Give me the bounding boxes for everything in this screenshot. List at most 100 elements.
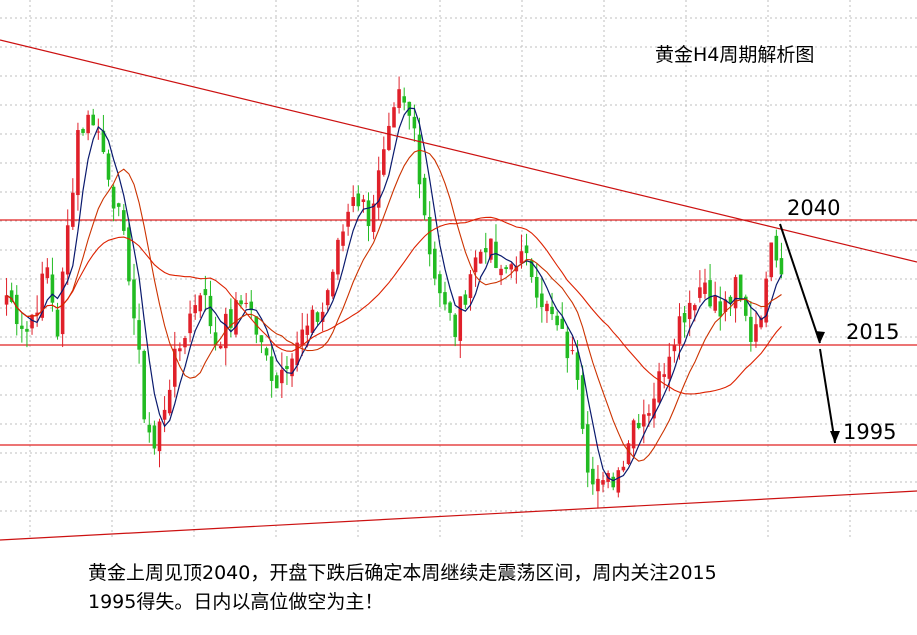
candle-body (652, 398, 656, 419)
candle-body (55, 309, 60, 337)
candle-body (422, 177, 427, 216)
moving-average-3 (6, 216, 782, 395)
candle-body (137, 320, 141, 350)
candle-body (162, 409, 167, 420)
candle-body (494, 241, 498, 268)
candle-body (733, 277, 738, 309)
candle-body (310, 309, 315, 333)
candle-body (147, 424, 152, 433)
candle-body (397, 89, 401, 108)
candle-body (698, 287, 702, 298)
candle-body (636, 422, 641, 429)
candle-body (621, 466, 626, 471)
candle-body (259, 335, 264, 343)
candle-body (438, 274, 442, 294)
candle-body (35, 312, 39, 316)
candle-body (718, 301, 723, 317)
candle-body (91, 114, 95, 126)
candle-body (183, 338, 187, 348)
candle-body (529, 260, 534, 278)
candle-body (524, 245, 529, 254)
candle-body (708, 280, 712, 307)
candle-body (555, 315, 559, 326)
candle-body (366, 200, 371, 227)
candle-body (320, 311, 325, 322)
candle-body (295, 342, 299, 366)
moving-average-1 (6, 107, 783, 482)
candle-body (779, 258, 784, 275)
forecast-arrow-2 (819, 348, 836, 444)
candle-body (356, 193, 361, 207)
candle-body (60, 271, 65, 335)
candle-body (14, 294, 19, 325)
candle-body (25, 328, 29, 332)
candle-body (81, 129, 85, 133)
candle-body (106, 153, 111, 180)
level-label-2040: 2040 (787, 196, 841, 220)
candle-body (667, 356, 672, 379)
candle-body (412, 116, 417, 129)
candle-body (738, 274, 743, 299)
candle-body (591, 468, 595, 485)
candle-body (20, 325, 24, 329)
candle-body (468, 274, 473, 299)
candle-body (244, 302, 248, 304)
candle-body (336, 239, 340, 275)
candle-body (157, 421, 162, 452)
candle-body (550, 306, 554, 315)
candle-body (402, 96, 406, 103)
candle-body (713, 295, 717, 311)
candle-body (611, 476, 615, 488)
candle-body (458, 296, 463, 341)
candle-body (463, 294, 468, 305)
candle-body (769, 242, 774, 278)
candle-body (269, 356, 274, 381)
candle-body (601, 480, 605, 485)
candle-body (723, 299, 728, 312)
candle-body (280, 369, 284, 384)
candle-body (203, 289, 208, 296)
candle-body (764, 278, 768, 323)
forecast-arrowhead-1 (815, 331, 825, 343)
candle-body (188, 313, 192, 334)
candle-body (50, 274, 55, 303)
lower-trendline (0, 490, 917, 541)
candle-body (514, 266, 519, 272)
candle-body (519, 251, 524, 264)
candle-body (545, 303, 549, 312)
candle-body (86, 114, 90, 134)
candle-body (448, 302, 452, 313)
analysis-note: 黄金上周见顶2040，开盘下跌后确定本周继续走震荡区间，周内关注2015 199… (88, 559, 888, 617)
candle-body (127, 227, 131, 282)
candle-body (264, 348, 269, 356)
candle-body (754, 324, 758, 342)
candle-body (703, 282, 707, 294)
candle-body (565, 331, 570, 359)
candle-body (325, 290, 330, 306)
candle-body (101, 130, 106, 153)
candle-body (76, 130, 80, 196)
candle-body (509, 264, 514, 270)
candle-body (208, 295, 213, 327)
candle-body (687, 302, 692, 320)
candle-body (274, 375, 279, 389)
candle-body (672, 344, 677, 352)
candle-body (596, 478, 600, 492)
candle-body (540, 293, 544, 308)
candle-body (376, 170, 381, 208)
level-label-1995: 1995 (843, 420, 897, 444)
candle-body (234, 300, 238, 335)
candle-body (382, 149, 386, 175)
candle-body (427, 216, 432, 255)
candle-body (570, 350, 575, 352)
candle-body (580, 375, 585, 429)
candle-body (249, 301, 254, 311)
candle-body (218, 345, 223, 349)
analysis-note-line-1: 黄金上周见顶2040，开盘下跌后确定本周继续走震荡区间，周内关注2015 (88, 562, 717, 584)
candle-body (65, 225, 70, 275)
candle-body (682, 312, 687, 323)
candle-body (290, 358, 294, 377)
candle-body (473, 257, 478, 273)
candle-body (116, 203, 121, 207)
candle-body (331, 271, 335, 297)
